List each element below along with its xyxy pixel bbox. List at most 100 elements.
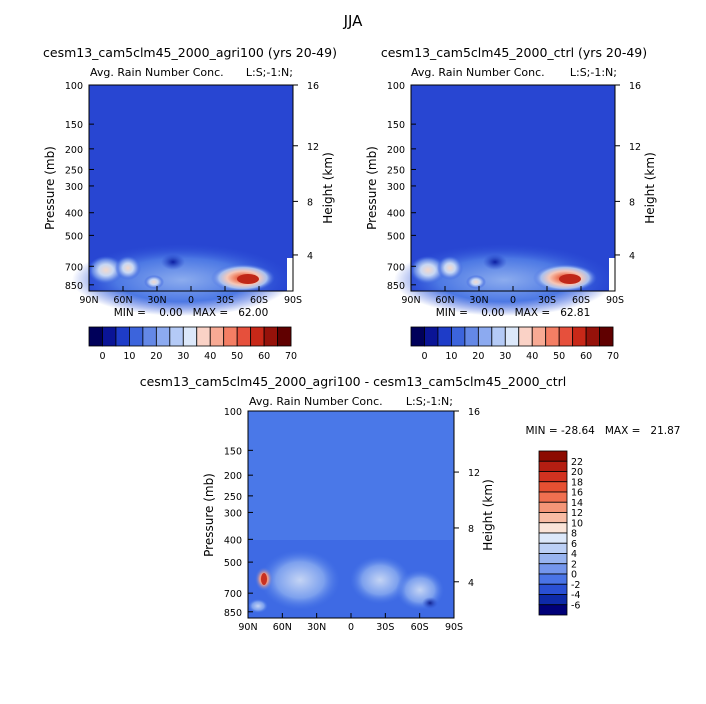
panel-2-title: cesm13_cam5clm45_2000_ctrl (yrs 20-49): [381, 45, 647, 60]
colorbar-swatch: [155, 326, 171, 347]
panel-3-surface-anomaly: [248, 599, 268, 613]
colorbar-swatch: [504, 326, 520, 347]
panel-2-dry-pocket: [483, 254, 507, 270]
pressure-tick-label: 100: [65, 81, 83, 92]
latitude-tick-label: 60N: [113, 295, 132, 306]
colorbar-label: 10: [445, 351, 457, 362]
colorbar-label: 22: [571, 457, 583, 468]
pressure-tick-label: 200: [65, 145, 83, 156]
colorbar-label: 18: [571, 477, 583, 488]
latitude-tick-label: 60N: [273, 622, 292, 633]
colorbar-swatch: [538, 481, 568, 493]
height-tick-label: 16: [307, 81, 319, 92]
colorbar-label: 20: [571, 467, 583, 478]
colorbar-swatch: [572, 326, 587, 347]
panel-2: cesm13_cam5clm45_2000_ctrl (yrs 20-49) A…: [365, 45, 657, 362]
colorbar-swatch: [437, 326, 452, 347]
panel-3: cesm13_cam5clm45_2000_agri100 - cesm13_c…: [140, 374, 681, 633]
colorbar-swatch: [558, 326, 574, 347]
colorbar-swatch: [538, 450, 568, 462]
panel-1-nh-maximum: [88, 256, 124, 284]
colorbar-swatch: [538, 573, 568, 585]
colorbar-swatch: [477, 326, 493, 347]
colorbar-label: 50: [553, 351, 565, 362]
colorbar-label: 0: [571, 570, 577, 581]
latitude-tick-label: 0: [348, 622, 354, 633]
panel-3-subtitle-left: Avg. Rain Number Conc.: [249, 395, 383, 408]
colorbar-swatch: [538, 512, 568, 524]
colorbar-swatch: [538, 583, 568, 595]
colorbar-label: 60: [580, 351, 592, 362]
panel-2-sh-core: [559, 274, 581, 284]
height-tick-label: 8: [468, 524, 474, 535]
colorbar-label: 20: [472, 351, 484, 362]
colorbar-swatch: [236, 326, 252, 347]
colorbar-label: 30: [177, 351, 189, 362]
panel-1-colorbar: 0 10 20 30 40 50 60 70: [88, 326, 297, 362]
colorbar-swatch: [451, 326, 466, 347]
panel-3-stats: MIN = -28.64 MAX = 21.87: [526, 425, 681, 437]
panel-3-subtitle-right: L:S;-1:N;: [406, 395, 453, 408]
colorbar-label: 10: [123, 351, 135, 362]
latitude-tick-label: 60S: [250, 295, 268, 306]
latitude-tick-label: 30S: [376, 622, 394, 633]
panel-1-mid-feature: [144, 275, 164, 289]
latitude-tick-label: 90S: [445, 622, 463, 633]
colorbar-swatch: [464, 326, 479, 347]
colorbar-swatch: [538, 471, 568, 483]
colorbar-swatch: [538, 563, 568, 575]
pressure-tick-label: 250: [387, 165, 405, 176]
figure-title: JJA: [343, 12, 364, 30]
panel-2-ylabel-right: Height (km): [643, 152, 657, 223]
panel-3-height-ticks: 16 12 8 4: [454, 407, 480, 589]
panel-2-subtitle-left: Avg. Rain Number Conc.: [411, 66, 545, 79]
panel-2-stats: MIN = 0.00 MAX = 62.81: [436, 307, 591, 319]
panel-3-pressure-ticks: 100 150 200 250 300 400 500 700 850: [224, 407, 253, 619]
pressure-tick-label: 100: [224, 407, 242, 418]
height-tick-label: 16: [468, 407, 480, 418]
colorbar-label: -4: [571, 590, 580, 601]
panel-1: cesm13_cam5clm45_2000_agri100 (yrs 20-49…: [43, 45, 337, 362]
colorbar-label: -2: [571, 580, 580, 591]
colorbar-swatch: [538, 491, 568, 503]
pressure-tick-label: 300: [224, 508, 242, 519]
panel-2-subtitle-right: L:S;-1:N;: [570, 66, 617, 79]
pressure-tick-label: 400: [65, 209, 83, 220]
panel-2-nh-secondary: [437, 256, 463, 280]
pressure-tick-label: 200: [224, 471, 242, 482]
panel-1-nh-secondary: [115, 256, 141, 280]
pressure-tick-label: 100: [387, 81, 405, 92]
colorbar-swatch: [115, 326, 130, 347]
colorbar-label: 0: [99, 351, 105, 362]
panel-2-plot-area: [394, 84, 616, 316]
pressure-tick-label: 500: [387, 231, 405, 242]
height-tick-label: 4: [307, 251, 313, 262]
colorbar-label: 70: [607, 351, 619, 362]
colorbar-label: 12: [571, 508, 583, 519]
pressure-tick-label: 250: [224, 492, 242, 503]
height-tick-label: 8: [307, 197, 313, 208]
colorbar-swatch: [223, 326, 238, 347]
panel-1-latitude-ticks: 90N 60N 30N 0 30S 60S 90S: [79, 286, 302, 306]
colorbar-swatch: [250, 326, 265, 347]
pressure-tick-label: 400: [224, 535, 242, 546]
colorbar-label: 2: [571, 559, 577, 570]
colorbar-label: 40: [204, 351, 216, 362]
panel-3-title: cesm13_cam5clm45_2000_agri100 - cesm13_c…: [140, 374, 567, 389]
height-tick-label: 12: [629, 142, 641, 153]
colorbar-swatch: [209, 326, 225, 347]
pressure-tick-label: 700: [224, 589, 242, 600]
height-tick-label: 4: [629, 251, 635, 262]
colorbar-swatch: [538, 532, 568, 544]
panel-3-plot-area: [247, 410, 455, 619]
panel-3-latitude-ticks: 90N 60N 30N 0 30S 60S 90S: [238, 613, 463, 633]
pressure-tick-label: 400: [387, 209, 405, 220]
panel-3-negative-anomaly: [422, 597, 438, 609]
pressure-tick-label: 850: [65, 281, 83, 292]
colorbar-label: 10: [571, 518, 583, 529]
height-tick-label: 4: [468, 578, 474, 589]
panel-3-band-shading-1: [260, 550, 340, 610]
pressure-tick-label: 300: [387, 182, 405, 193]
colorbar-label: -6: [571, 600, 580, 611]
